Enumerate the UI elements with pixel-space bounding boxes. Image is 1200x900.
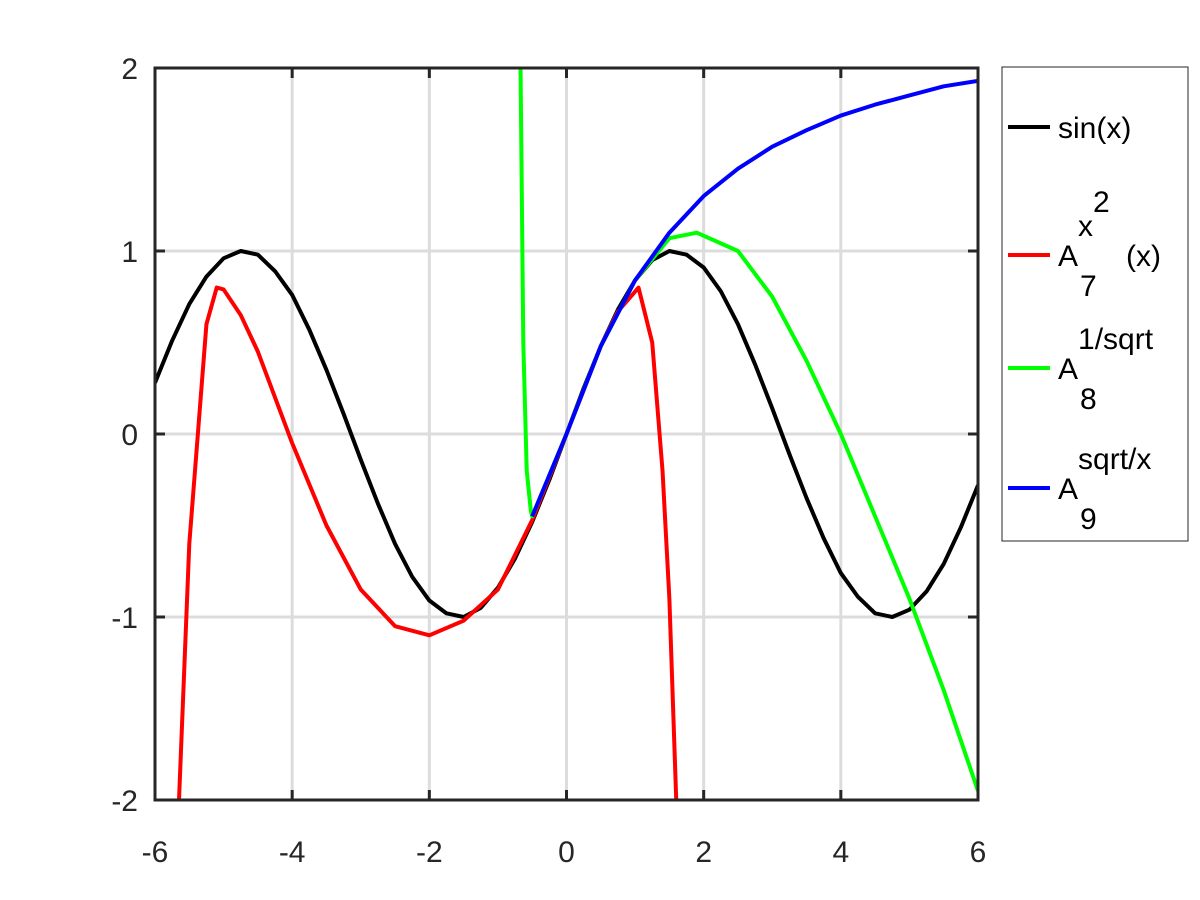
y-tick-label: -1	[111, 602, 138, 635]
legend-tail: (x)	[1126, 240, 1161, 273]
legend-label: Asqrt/x 9	[1058, 443, 1151, 536]
legend-sub: 7	[1080, 270, 1097, 303]
legend-sup-sup: 2	[1093, 186, 1110, 219]
legend-base: A	[1058, 240, 1078, 273]
legend-label: A1/sqrt 8	[1058, 323, 1154, 416]
x-tick-label: -2	[416, 836, 443, 869]
legend-sub: 8	[1080, 383, 1097, 416]
legend-label: sin(x)	[1058, 112, 1131, 145]
series-line	[530, 78, 978, 518]
x-tick-label: 2	[695, 836, 712, 869]
legend-sup: x	[1078, 210, 1093, 243]
legend-sup: 1/sqrt	[1078, 323, 1154, 356]
series-line	[177, 285, 679, 800]
legend-sup: sqrt/x	[1078, 443, 1151, 476]
y-tick-label: 1	[121, 236, 138, 269]
legend-sub: 9	[1080, 503, 1097, 536]
ticks: -6 -4 -2 0 2 4 6 -2 -1 0 1 2	[111, 53, 986, 869]
x-tick-label: -6	[142, 836, 169, 869]
x-tick-label: 6	[970, 836, 987, 869]
x-tick-label: 4	[832, 836, 849, 869]
legend-box	[1001, 66, 1189, 542]
x-tick-label: -4	[279, 836, 306, 869]
y-tick-label: -2	[111, 785, 138, 818]
y-tick-label: 2	[121, 53, 138, 86]
series-line	[518, 68, 978, 792]
y-tick-label: 0	[121, 419, 138, 452]
legend-base: A	[1058, 353, 1078, 386]
plot-lines	[155, 68, 978, 800]
legend-base: A	[1058, 473, 1078, 506]
legend-label: Ax2 7 (x)	[1058, 186, 1161, 303]
x-tick-label: 0	[558, 836, 575, 869]
